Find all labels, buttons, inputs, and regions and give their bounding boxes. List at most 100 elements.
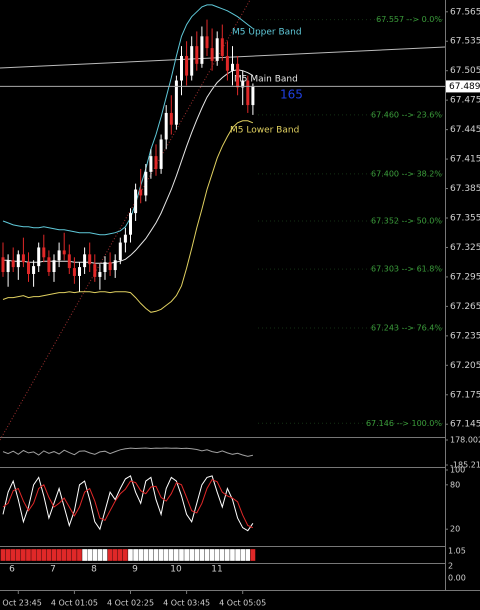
candle-body xyxy=(16,254,20,268)
candle-body xyxy=(231,63,234,71)
signal-block xyxy=(148,548,154,562)
signal-block xyxy=(15,548,21,562)
price-box xyxy=(446,80,480,93)
candle-body xyxy=(103,262,107,273)
candle-body xyxy=(37,247,41,267)
candle-body xyxy=(52,260,56,273)
fib-label: 67.352 --> 50.0% xyxy=(371,216,442,225)
fib-label: 67.146 --> 100.0% xyxy=(366,419,442,428)
candle-body xyxy=(154,156,158,169)
signal-block xyxy=(117,548,123,562)
period-label: 9 xyxy=(132,565,138,575)
y-tick-label: 67.235 xyxy=(450,331,480,341)
signal-block xyxy=(51,548,57,562)
signal-block xyxy=(92,548,98,562)
indicator-line xyxy=(2,478,254,529)
candle-body xyxy=(220,38,224,56)
candle-body xyxy=(118,242,122,261)
indicator-line xyxy=(2,447,254,457)
signal-block xyxy=(219,548,225,562)
band-line xyxy=(3,69,254,264)
indicator-line xyxy=(2,475,254,532)
signal-block xyxy=(132,548,139,562)
y-tick-label: 67.295 xyxy=(450,272,480,282)
candle-body xyxy=(129,213,132,235)
signal-block xyxy=(20,548,27,562)
candle-body xyxy=(164,112,168,140)
annotation: 165 xyxy=(280,88,303,102)
candle-body xyxy=(251,86,255,106)
candle-body xyxy=(108,262,112,271)
candle-body xyxy=(159,139,163,169)
band-line xyxy=(2,4,254,236)
candle-body xyxy=(113,260,117,271)
y-tick-label: 67.445 xyxy=(450,125,480,135)
signal-block xyxy=(112,548,118,562)
signal-block xyxy=(5,548,11,562)
signal-block xyxy=(30,548,37,562)
band-label: M5 Main Band xyxy=(234,75,298,85)
scale-label: 2 xyxy=(448,562,453,571)
candle-body xyxy=(57,250,61,261)
signal-block xyxy=(163,548,169,562)
signal-block xyxy=(224,548,231,562)
signal-block xyxy=(209,548,215,562)
band-label: M5 Upper Band xyxy=(232,28,302,38)
fib-label: 67.460 --> 23.6% xyxy=(371,110,442,119)
x-tick-label: 4 Oct 03:45 xyxy=(163,599,210,608)
candle-body xyxy=(1,257,5,273)
signal-block xyxy=(71,548,78,562)
y-tick-label: 80 xyxy=(450,480,460,489)
y-tick-label: 67.535 xyxy=(450,37,480,47)
candle-body xyxy=(149,156,153,172)
signal-block xyxy=(234,548,241,562)
signal-block xyxy=(173,548,180,562)
signal-block xyxy=(76,548,83,562)
candle-body xyxy=(27,262,30,274)
signal-block xyxy=(107,548,113,562)
candle-body xyxy=(215,38,219,61)
band-label: M5 Lower Band xyxy=(230,126,299,136)
fib-label: 67.557 --> 0.0% xyxy=(376,15,442,24)
signal-block xyxy=(143,548,149,562)
signal-block xyxy=(10,548,16,562)
trend-line xyxy=(0,0,251,441)
signal-block xyxy=(178,548,185,562)
fib-label: 67.243 --> 76.4% xyxy=(371,323,442,332)
candle-body xyxy=(241,80,245,88)
y-tick-label: 67.505 xyxy=(450,66,480,76)
candle-body xyxy=(195,46,199,64)
candle-body xyxy=(32,266,36,274)
period-label: 6 xyxy=(9,565,15,575)
y-tick-label: 67.205 xyxy=(450,361,480,371)
signal-block xyxy=(250,548,256,562)
fib-label: 67.400 --> 38.2% xyxy=(371,169,442,178)
signal-block xyxy=(137,548,144,562)
signal-block xyxy=(56,548,62,562)
signal-block xyxy=(214,548,220,562)
signal-block xyxy=(61,548,67,562)
period-label: 7 xyxy=(50,565,56,575)
y-tick-label: 67.385 xyxy=(450,184,480,194)
signal-block xyxy=(204,548,210,562)
candle-body xyxy=(123,234,127,243)
candle-body xyxy=(225,55,229,71)
candle-body xyxy=(62,250,66,255)
candle-body xyxy=(210,48,214,61)
x-tick-label: 4 Oct 05:05 xyxy=(219,599,266,608)
x-tick-label: 4 Oct 02:25 xyxy=(107,599,154,608)
candle-body xyxy=(139,189,143,196)
y-tick-label: -185.2112 xyxy=(450,461,480,470)
y-tick-label: 67.475 xyxy=(450,96,480,106)
signal-block xyxy=(0,548,6,562)
signal-block xyxy=(188,548,195,562)
y-tick-label: 100 xyxy=(450,466,465,475)
band-line xyxy=(2,120,254,313)
candle-body xyxy=(185,55,189,76)
fib-label: 67.303 --> 61.8% xyxy=(371,265,442,274)
candle-body xyxy=(6,260,10,273)
signal-block xyxy=(97,548,103,562)
y-tick-label: 67.325 xyxy=(450,243,480,253)
